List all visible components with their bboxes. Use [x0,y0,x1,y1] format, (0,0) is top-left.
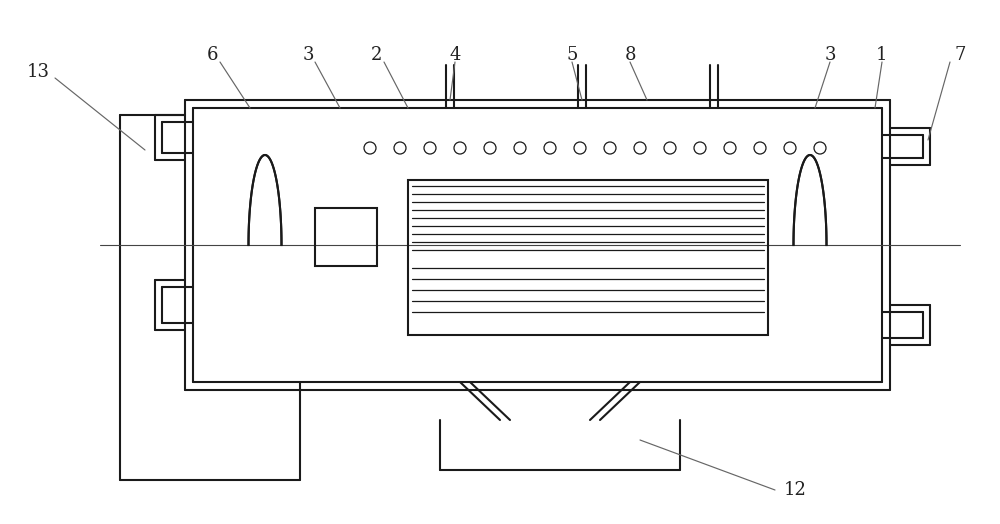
Text: 13: 13 [26,63,50,81]
Text: 6: 6 [207,46,219,64]
Text: 1: 1 [876,46,888,64]
Text: 8: 8 [624,46,636,64]
Text: 7: 7 [954,46,966,64]
Text: 5: 5 [566,46,578,64]
Text: 12: 12 [784,481,806,499]
Bar [315,208,377,266]
Bar [408,180,768,335]
Text: 2: 2 [371,46,383,64]
Text: 3: 3 [302,46,314,64]
Text: 4: 4 [449,46,461,64]
Text: 3: 3 [824,46,836,64]
